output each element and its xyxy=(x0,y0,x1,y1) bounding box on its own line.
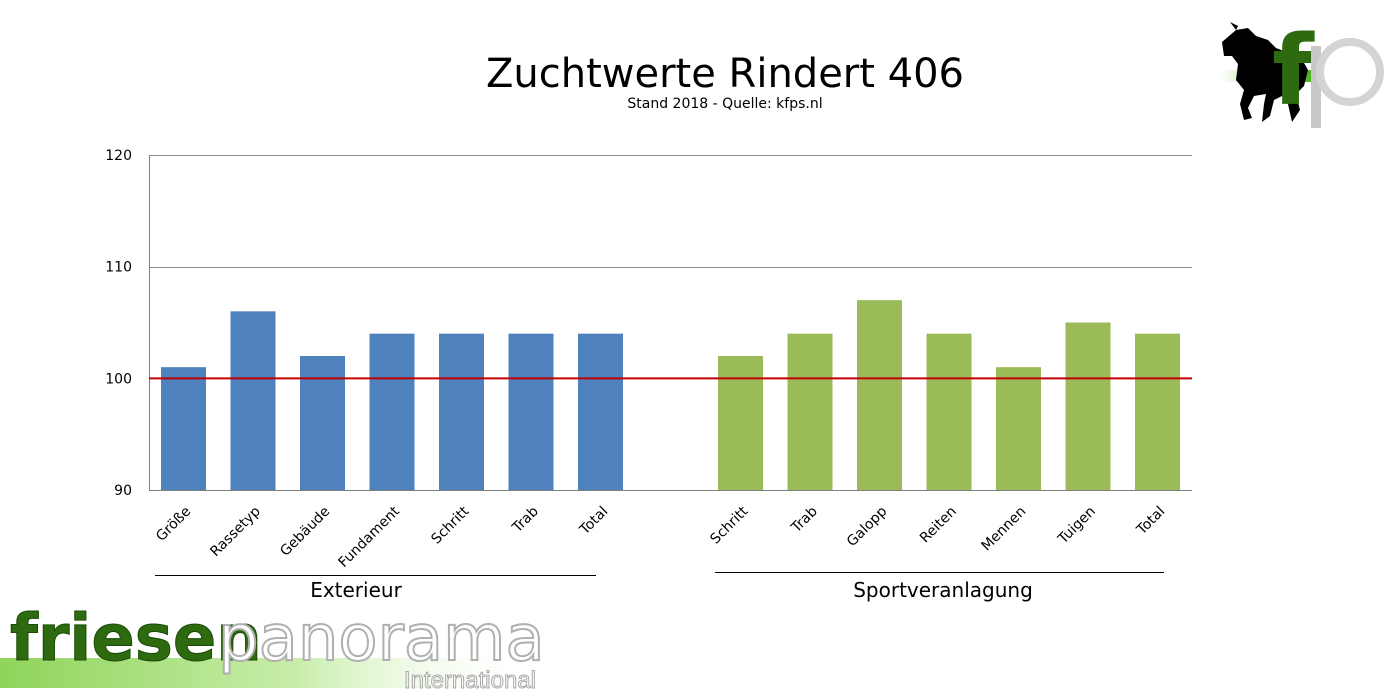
bar-exterieur-2 xyxy=(300,356,345,490)
fp-logo: f xyxy=(1215,15,1384,128)
group-label-exterieur: Exterieur xyxy=(310,578,402,602)
category-label-exterieur-6: Total xyxy=(576,504,611,539)
group-label-sportveranlagung: Sportveranlagung xyxy=(853,578,1033,602)
bar-sport-5 xyxy=(1065,322,1111,490)
category-label-exterieur-5: Trab xyxy=(509,503,542,536)
y-tick-label: 120 xyxy=(105,148,132,164)
y-tick-label: 90 xyxy=(114,483,132,499)
y-axis-ticks: 90 100 110 120 xyxy=(105,148,132,499)
category-label-exterieur-0: Größe xyxy=(153,504,194,545)
bar-sport-4 xyxy=(996,367,1041,490)
bar-exterieur-1 xyxy=(230,311,276,490)
bar-sport-3 xyxy=(926,333,972,490)
category-label-sport-1: Trab xyxy=(788,503,821,536)
category-label-sport-5: Tuigen xyxy=(1055,504,1099,548)
category-labels: Größe Rassetyp Gebäude Fundament Schritt Trab… xyxy=(153,503,1168,571)
bar-exterieur-5 xyxy=(508,333,554,490)
logo-green-band xyxy=(0,658,540,688)
logo-letter-p xyxy=(1311,38,1384,128)
bar-exterieur-4 xyxy=(439,333,484,490)
logo-word-international: International xyxy=(404,667,536,694)
friesenpanorama-logo: friesen panorama International xyxy=(0,601,546,695)
bar-sport-6 xyxy=(1135,333,1180,490)
y-tick-label: 100 xyxy=(105,371,132,387)
category-label-sport-2: Galopp xyxy=(844,503,891,550)
logo-word-friesen: friesen xyxy=(10,602,262,676)
bar-sport-0 xyxy=(718,356,763,490)
category-label-sport-6: Total xyxy=(1133,504,1168,539)
y-tick-label: 110 xyxy=(105,260,132,276)
bar-exterieur-0 xyxy=(161,367,206,490)
category-label-exterieur-1: Rassetyp xyxy=(207,503,264,560)
category-label-exterieur-4: Schritt xyxy=(428,503,472,547)
bar-exterieur-3 xyxy=(369,333,415,490)
logo-word-panorama: panorama xyxy=(218,602,545,676)
category-label-sport-4: Mennen xyxy=(978,504,1029,555)
bar-sport-2 xyxy=(857,300,902,490)
bar-sport-1 xyxy=(787,333,833,490)
category-label-exterieur-3: Fundament xyxy=(336,503,404,571)
category-label-sport-0: Schritt xyxy=(707,503,751,547)
chart-title: Zuchtwerte Rindert 406 xyxy=(486,51,964,97)
bars xyxy=(161,300,1180,490)
category-label-exterieur-2: Gebäude xyxy=(277,504,333,560)
bar-exterieur-6 xyxy=(578,333,623,490)
chart-subtitle: Stand 2018 - Quelle: kfps.nl xyxy=(627,96,822,112)
logo-letter-f: f xyxy=(1272,15,1315,127)
category-label-sport-3: Reiten xyxy=(917,504,960,547)
horse-silhouette-icon xyxy=(1222,22,1308,122)
